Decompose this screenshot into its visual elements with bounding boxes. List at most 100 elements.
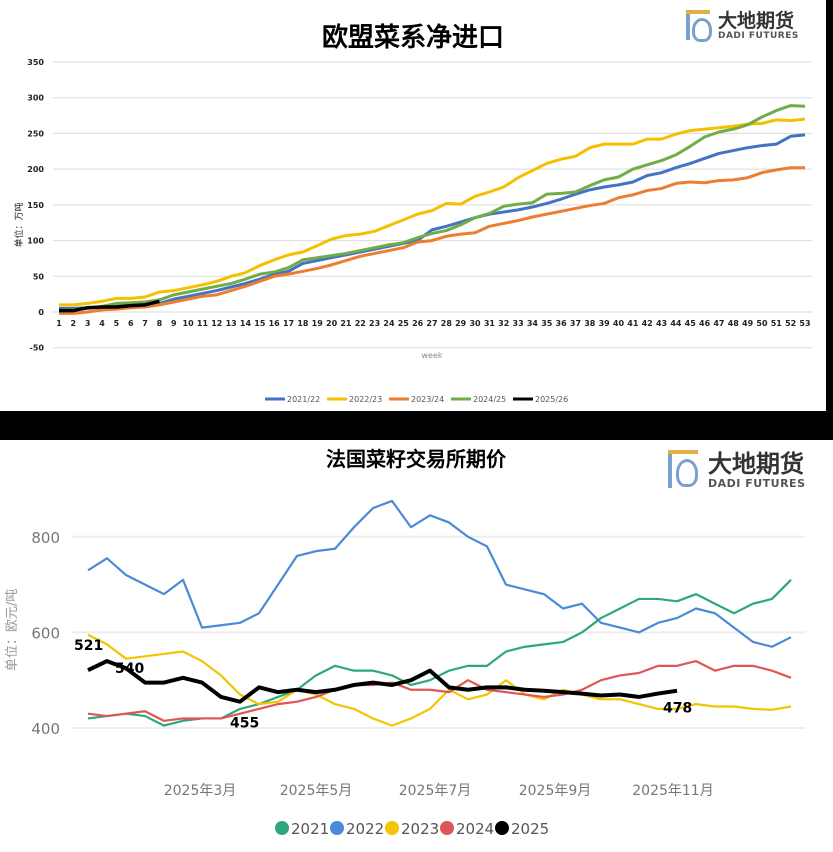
y-tick-label: 800	[31, 529, 60, 547]
dadi-logo-icon	[668, 450, 702, 490]
x-tick-label: 34	[527, 319, 539, 328]
legend-marker	[330, 821, 344, 835]
legend-label: 2021	[291, 820, 329, 838]
chart-title: 法国菜籽交易所期价	[326, 447, 507, 471]
legend-label: 2022	[346, 820, 384, 838]
x-tick-label: 2025年9月	[519, 783, 592, 799]
series-line-2023-24	[59, 166, 805, 315]
x-tick-label: 14	[240, 319, 252, 328]
data-label-521: 521	[74, 638, 103, 654]
x-tick-label: 28	[441, 319, 453, 328]
x-tick-label: 50	[756, 319, 768, 328]
x-tick-label: 17	[283, 319, 294, 328]
x-tick-label: 13	[226, 319, 237, 328]
x-tick-label: 2025年7月	[399, 783, 472, 799]
x-tick-label: 33	[513, 319, 524, 328]
series-line-2021-22	[59, 133, 806, 310]
y-tick-label: 0	[38, 308, 44, 317]
x-tick-label: 48	[728, 319, 740, 328]
x-tick-label: 44	[670, 319, 682, 328]
eu-rapeseed-net-imports-chart: 欧盟菜系净进口 350 300 250 200 150 100 50 0 -50 1 2 3 4 5 6 7 8 9…	[0, 0, 826, 411]
data-label-455: 455	[230, 716, 259, 732]
x-tick-label: 30	[469, 319, 481, 328]
x-tick-label: 40	[613, 319, 625, 328]
x-tick-label: 19	[312, 319, 324, 328]
y-tick-label: 600	[31, 624, 60, 642]
dadi-logo: 大地期货 DADI FUTURES	[668, 450, 806, 490]
x-tick-label: 3	[85, 319, 91, 328]
x-tick-label: 47	[713, 319, 724, 328]
legend-label: 2024	[456, 820, 494, 838]
y-tick-label: 150	[27, 201, 44, 210]
dadi-logo: 大地期货 DADI FUTURES	[686, 10, 799, 42]
x-tick-label: 51	[771, 319, 783, 328]
x-tick-label: 31	[484, 319, 496, 328]
legend-marker	[275, 821, 289, 835]
x-tick-label: 45	[685, 319, 697, 328]
x-tick-label: 37	[570, 319, 581, 328]
legend-label: 2023/24	[411, 395, 444, 404]
x-tick-label: 29	[455, 319, 467, 328]
x-tick-label: 27	[426, 319, 437, 328]
x-tick-label: 53	[799, 319, 810, 328]
x-tick-label: 26	[412, 319, 424, 328]
y-axis-label: 单位：万吨	[13, 202, 25, 247]
x-tick-label: 20	[326, 319, 338, 328]
logo-cn: 大地期货	[718, 10, 795, 32]
x-tick-label: 41	[627, 319, 639, 328]
x-tick-label: 23	[369, 319, 380, 328]
y-tick-label: 300	[27, 94, 44, 103]
x-tick-label: 32	[498, 319, 509, 328]
x-tick-label: 18	[297, 319, 309, 328]
x-tick-label: 39	[599, 319, 611, 328]
legend-label: 2022/23	[349, 395, 382, 404]
x-tick-label: 49	[742, 319, 754, 328]
x-tick-label: 10	[183, 319, 195, 328]
legend-label: 2024/25	[473, 395, 506, 404]
legend-label: 2025	[511, 820, 549, 838]
dadi-logo-icon	[686, 10, 712, 42]
x-tick-label: 22	[355, 319, 366, 328]
series-line-2024	[87, 659, 792, 722]
legend-marker	[440, 821, 454, 835]
france-rapeseed-futures-chart: 法国菜籽交易所期价 800 600 400 单位：欧元/吨 2025年3月 2025年5月 2…	[0, 440, 833, 852]
x-tick-label: 11	[197, 319, 209, 328]
series-line-2022	[87, 499, 792, 648]
series-line-2023	[87, 633, 792, 727]
chart-2-svg: 法国菜籽交易所期价 800 600 400 单位：欧元/吨 2025年3月 2025年5月 2…	[5, 447, 805, 838]
x-tick-label: 1	[56, 319, 62, 328]
x-tick-label: 36	[556, 319, 568, 328]
y-tick-label: 200	[27, 165, 44, 174]
x-tick-label: 2	[71, 319, 77, 328]
x-tick-label: 2025年3月	[164, 783, 237, 799]
logo-en: DADI FUTURES	[708, 476, 806, 490]
y-tick-label: -50	[30, 344, 45, 353]
x-tick-label: 4	[99, 319, 105, 328]
series-line-2025	[87, 659, 678, 704]
logo-en: DADI FUTURES	[718, 31, 799, 41]
x-tick-label: 5	[114, 319, 120, 328]
x-tick-label: 42	[642, 319, 653, 328]
series-line-2022-23	[59, 117, 806, 307]
data-label-540: 540	[115, 661, 144, 677]
x-tick-label: 8	[157, 319, 163, 328]
x-tick-label: 16	[269, 319, 281, 328]
x-tick-label: 46	[699, 319, 711, 328]
x-tick-label: 2025年11月	[632, 783, 713, 799]
x-tick-label: 7	[142, 319, 148, 328]
x-tick-label: 35	[541, 319, 553, 328]
x-tick-label: 25	[398, 319, 410, 328]
x-tick-label: 12	[211, 319, 222, 328]
legend-label: 2025/26	[535, 395, 568, 404]
legend-marker	[495, 821, 509, 835]
legend-marker	[385, 821, 399, 835]
legend-label: 2021/22	[287, 395, 320, 404]
x-tick-label: 43	[656, 319, 667, 328]
logo-cn: 大地期货	[708, 449, 804, 478]
x-tick-label: 6	[128, 319, 134, 328]
x-tick-label: 15	[254, 319, 266, 328]
x-tick-label: 21	[340, 319, 352, 328]
y-tick-label: 50	[33, 272, 45, 281]
y-tick-label: 100	[27, 237, 44, 246]
